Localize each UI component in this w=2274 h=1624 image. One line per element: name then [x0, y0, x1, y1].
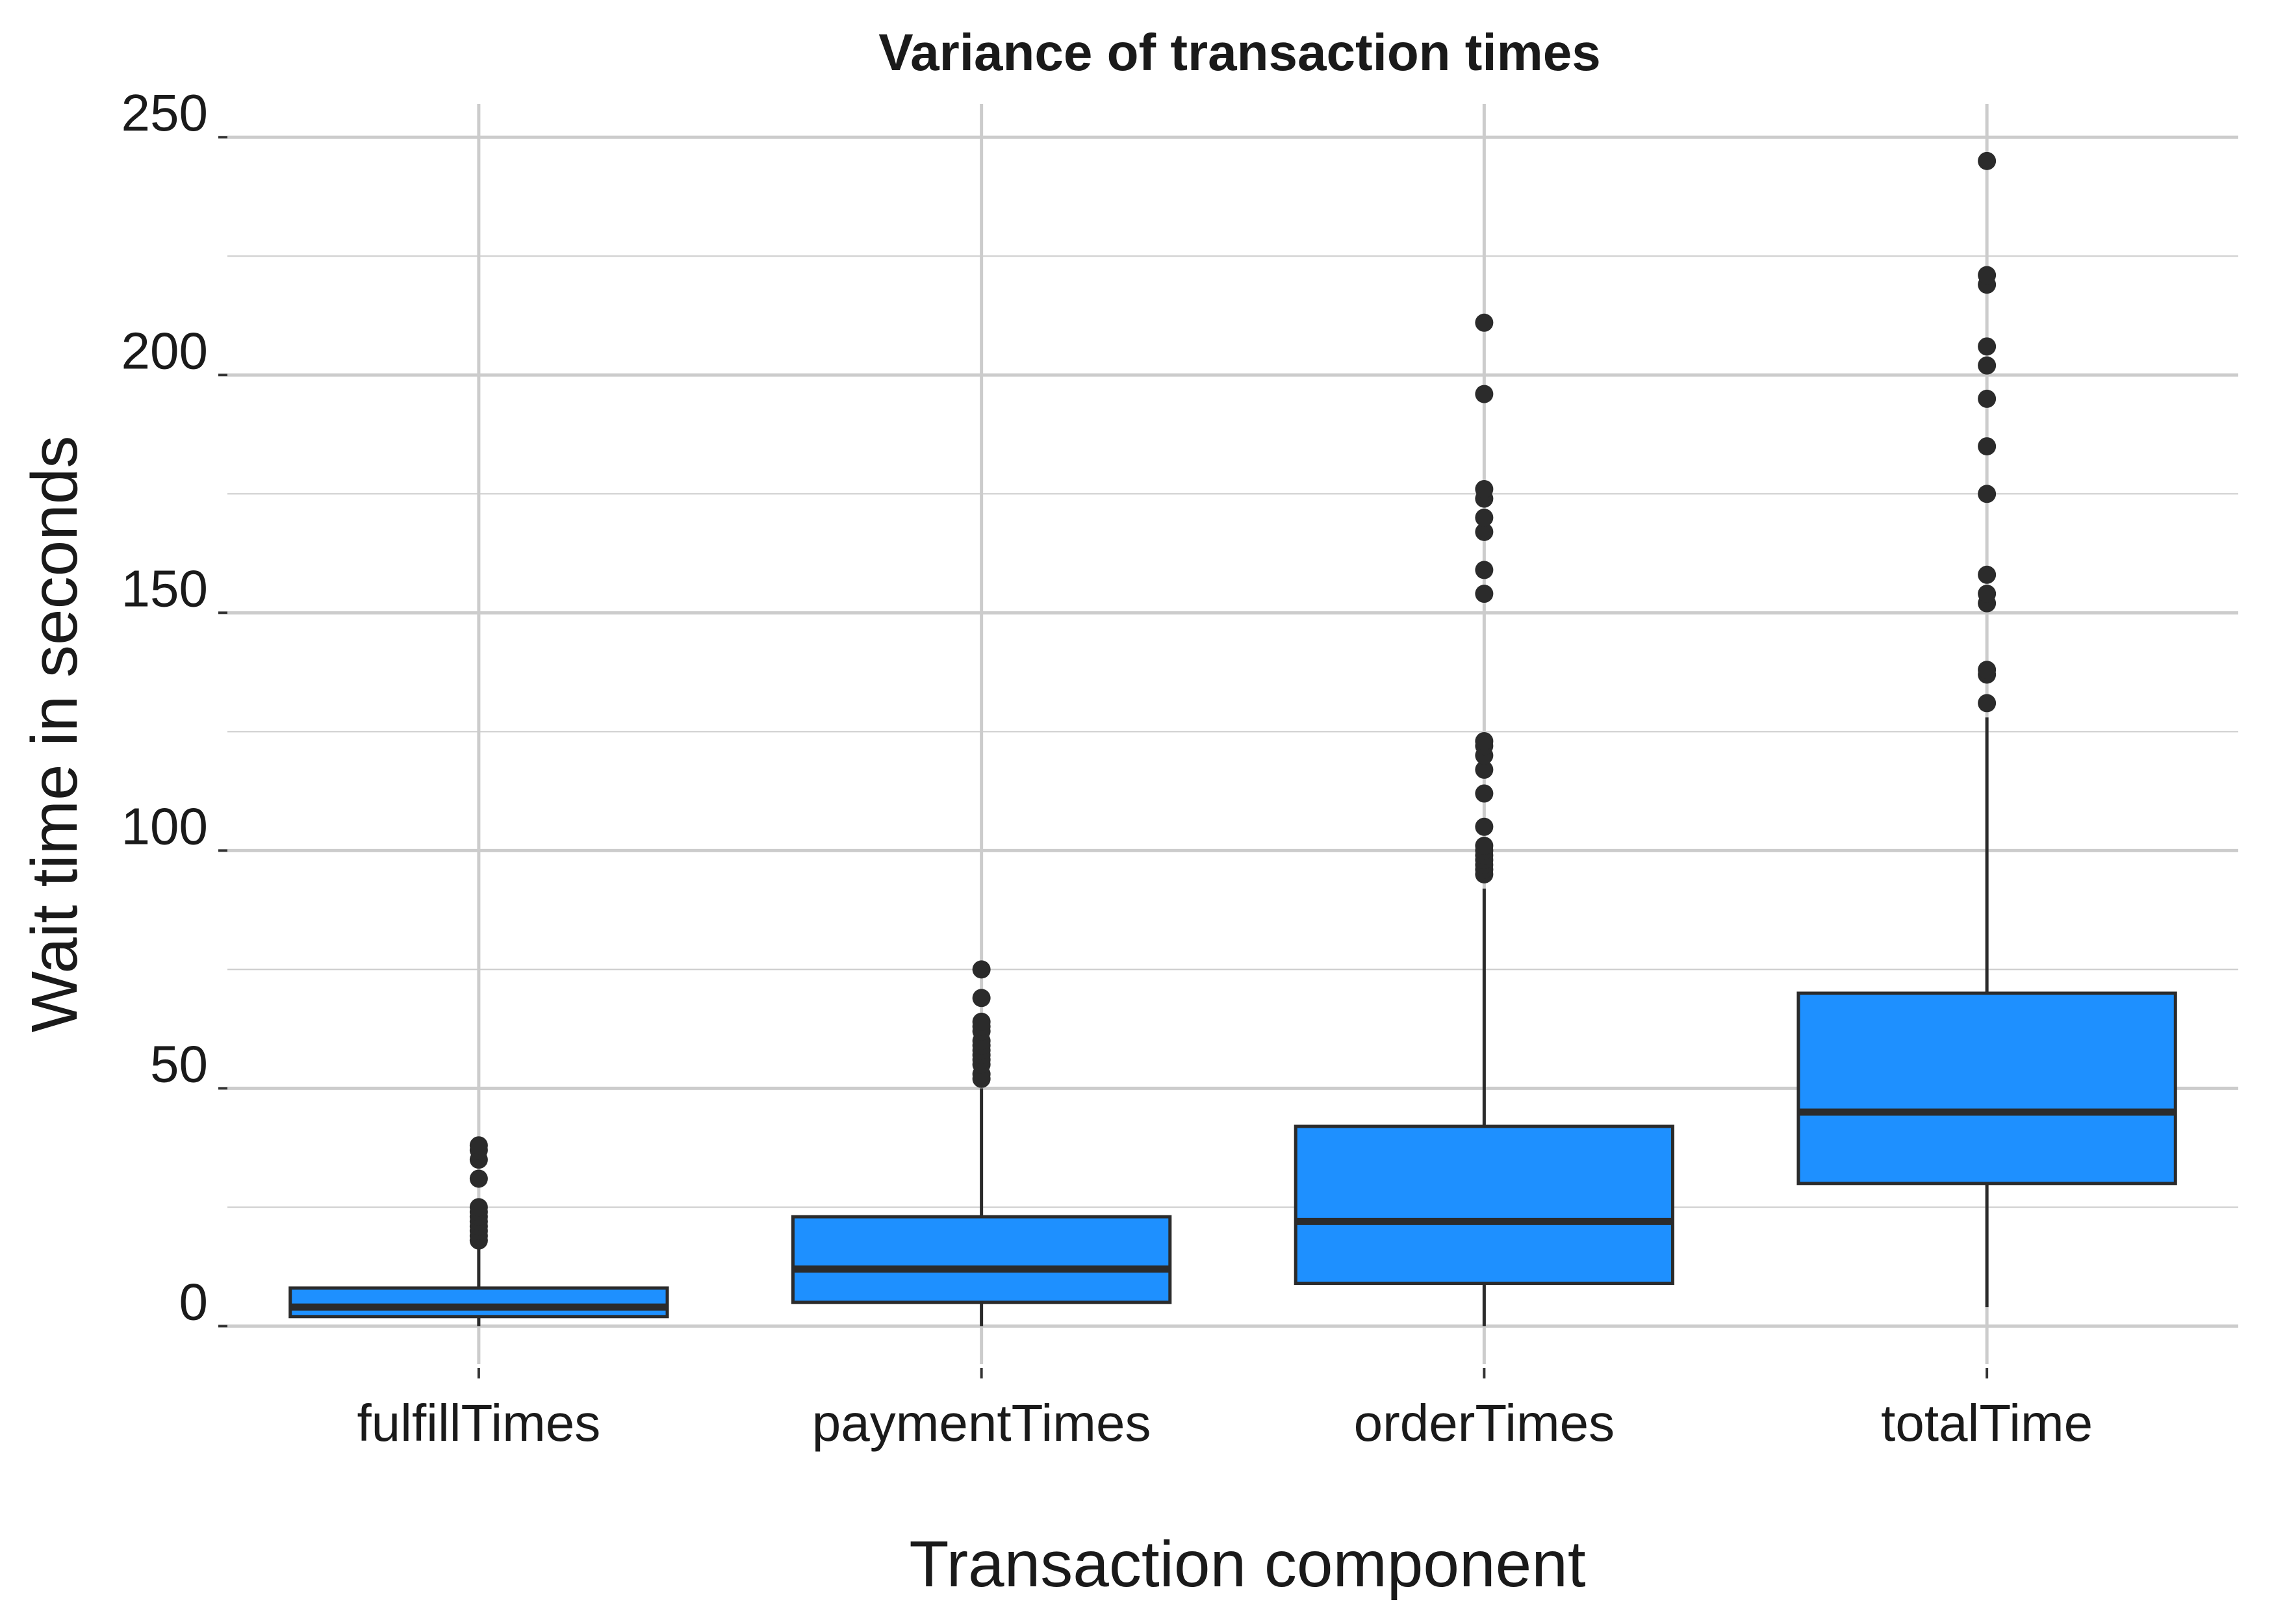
outlier-point — [972, 989, 991, 1008]
outlier-point — [1475, 760, 1494, 779]
x-axis-title: Transaction component — [909, 1528, 1586, 1601]
outlier-point — [1475, 313, 1494, 332]
outlier-point — [1978, 337, 1997, 356]
y-axis-title: Wait time in seconds — [18, 436, 91, 1033]
box-series — [288, 151, 2177, 1326]
outlier-point — [1978, 485, 1997, 503]
outlier-point — [1978, 565, 1997, 584]
outlier-point — [1978, 389, 1997, 408]
y-tick-label: 250 — [121, 84, 208, 142]
outlier-point — [1475, 479, 1494, 498]
x-tick-label: orderTimes — [1354, 1394, 1615, 1452]
y-tick-label: 200 — [121, 322, 208, 379]
outlier-point — [1475, 784, 1494, 803]
y-tick-label: 150 — [121, 559, 208, 617]
outlier-point — [1978, 437, 1997, 456]
y-tick-label: 0 — [179, 1273, 209, 1330]
iqr-box — [1796, 991, 2177, 1186]
outlier-point — [1978, 266, 1997, 285]
outlier-point — [1475, 561, 1494, 579]
iqr-box — [1294, 1124, 1675, 1286]
outlier-point — [1475, 508, 1494, 527]
box-paymentTimes — [791, 960, 1172, 1326]
outlier-point — [469, 1169, 488, 1188]
outlier-point — [1978, 694, 1997, 713]
outlier-point — [1475, 837, 1494, 856]
iqr-box — [791, 1215, 1172, 1304]
outlier-point — [1978, 661, 1997, 679]
y-tick-label: 50 — [150, 1035, 208, 1093]
box-totalTime — [1796, 151, 2177, 1308]
y-tick-label: 100 — [121, 797, 208, 855]
x-tick-label: paymentTimes — [812, 1394, 1151, 1452]
x-tick-label: fulfillTimes — [357, 1394, 600, 1452]
x-axis: fulfillTimes paymentTimes orderTimes totalT… — [357, 1368, 2093, 1452]
outlier-point — [1475, 731, 1494, 750]
outlier-point — [1978, 356, 1997, 375]
y-axis: 0 50 100 150 200 250 — [121, 84, 227, 1330]
outlier-point — [1978, 151, 1997, 170]
box-orderTimes — [1294, 313, 1675, 1326]
outlier-point — [1475, 585, 1494, 603]
x-tick-label: totalTime — [1881, 1394, 2093, 1452]
outlier-point — [1475, 385, 1494, 403]
outlier-point — [469, 1136, 488, 1155]
box-fulfillTimes — [288, 1136, 669, 1326]
outlier-point — [972, 1012, 991, 1031]
outlier-point — [1475, 522, 1494, 541]
outlier-point — [1475, 817, 1494, 836]
chart-title: Variance of transaction times — [878, 23, 1601, 81]
outlier-point — [469, 1198, 488, 1217]
iqr-box — [288, 1286, 669, 1319]
outlier-point — [972, 960, 991, 979]
outlier-point — [1978, 585, 1997, 603]
